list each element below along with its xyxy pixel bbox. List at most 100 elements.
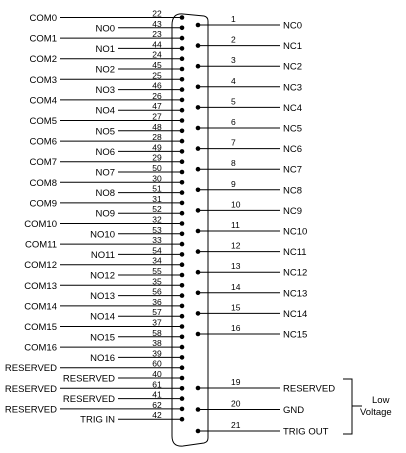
pin-54-no11-label: NO11 [91, 250, 115, 261]
pin-51-no8-label: NO8 [95, 188, 115, 199]
pin-27-com5-label: COM5 [30, 116, 57, 127]
pin-13-nc12-number: 13 [231, 261, 241, 271]
pin-42-trig-in-label: TRIG IN [80, 415, 115, 426]
pin-15-nc14-label: NC14 [283, 309, 307, 320]
pin-4-nc3-label: NC3 [283, 82, 302, 93]
pin-28-com6-contact [179, 138, 185, 144]
pin-22-com0-label: COM0 [30, 13, 57, 24]
pin-6-nc5-number: 6 [231, 117, 236, 127]
pin-8-nc7-number: 8 [231, 158, 236, 168]
pin-27-com5-contact [179, 118, 185, 123]
pin-15-nc14-contact [195, 311, 201, 316]
pin-47-no4-number: 47 [152, 101, 162, 111]
pin-16-nc15-label: NC15 [283, 330, 307, 341]
pin-2-nc1-label: NC1 [283, 41, 302, 52]
pin-7-nc6-number: 7 [231, 138, 236, 148]
pin-40-reserved-label: RESERVED [63, 374, 115, 385]
pin-37-com15-label: COM15 [24, 322, 57, 333]
pin-49-no6-number: 49 [152, 142, 162, 152]
pin-62-reserved-label: RESERVED [5, 404, 57, 415]
pin-56-no13-label: NO13 [90, 291, 115, 302]
pin-1-nc0-contact [195, 22, 201, 28]
low-voltage-line1: Low [372, 395, 390, 406]
pin-4-nc3-number: 4 [231, 76, 236, 86]
pin-60-reserved-label: RESERVED [5, 363, 57, 374]
pin-46-no3-label: NO3 [95, 85, 115, 96]
pin-45-no2-number: 45 [152, 60, 162, 70]
pin-39-no16-contact [179, 355, 185, 360]
pin-15-nc14-number: 15 [231, 302, 241, 312]
pin-43-no0-contact [179, 25, 185, 31]
pin-47-no4-contact [179, 107, 185, 113]
pin-36-com14-number: 36 [152, 297, 162, 307]
pin-2-nc1-contact [195, 43, 201, 48]
pin-28-com6-number: 28 [152, 132, 162, 142]
pin-61-reserved-label: RESERVED [5, 384, 57, 395]
pin-42-trig-in-contact [179, 416, 185, 422]
pin-55-no12-contact [179, 272, 185, 278]
pin-50-no7-label: NO7 [95, 168, 115, 179]
pin-12-nc11-contact [195, 249, 201, 254]
pin-48-no5-label: NO5 [95, 126, 115, 137]
pin-2-nc1-number: 2 [231, 35, 236, 45]
pin-31-com9-contact [179, 200, 185, 206]
wire-layer [60, 17, 280, 432]
low-voltage-bracket: Low Voltage [343, 378, 392, 435]
pin-5-nc4-number: 5 [231, 96, 236, 106]
pin-49-no6-label: NO6 [95, 147, 115, 158]
pin-55-no12-label: NO12 [90, 271, 115, 282]
pin-37-com15-contact [179, 324, 185, 329]
pin-50-no7-number: 50 [152, 163, 162, 173]
pin-30-com8-contact [179, 180, 185, 185]
pin-52-no9-number: 52 [152, 204, 162, 214]
pin-32-com10-number: 32 [152, 215, 162, 225]
pin-29-com7-label: COM7 [30, 157, 57, 168]
pin-1-nc0-number: 1 [231, 14, 236, 24]
pin-40-reserved-contact [179, 375, 185, 381]
pin-3-nc2-contact [195, 63, 201, 69]
pin-33-com11-label: COM11 [25, 240, 57, 251]
pin-12-nc11-number: 12 [231, 241, 241, 251]
pin-53-no10-number: 53 [152, 225, 162, 235]
pin-4-nc3-contact [195, 84, 201, 90]
pin-9-nc8-label: NC8 [283, 185, 302, 196]
pin-48-no5-number: 48 [152, 122, 162, 132]
pin-47-no4-label: NO4 [95, 106, 115, 117]
pin-49-no6-contact [179, 149, 185, 154]
pin-35-com13-number: 35 [152, 276, 162, 286]
pin-23-com1-label: COM1 [30, 34, 57, 45]
pin-32-com10-label: COM10 [24, 219, 57, 230]
pin-58-no15-number: 58 [152, 328, 162, 338]
pin-19-reserved-number: 19 [231, 377, 241, 387]
pin-3-nc2-number: 3 [231, 55, 236, 65]
pin-8-nc7-contact [195, 166, 201, 172]
pin-34-com12-label: COM12 [24, 260, 57, 271]
pin-52-no9-label: NO9 [95, 209, 115, 220]
pin-36-com14-label: COM14 [24, 301, 57, 312]
pin-16-nc15-contact [195, 331, 201, 337]
pin-61-reserved-contact [179, 386, 185, 391]
pin-43-no0-number: 43 [152, 19, 162, 29]
pin-27-com5-number: 27 [152, 112, 162, 122]
pin-12-nc11-label: NC11 [283, 247, 307, 258]
pin-54-no11-contact [179, 252, 185, 257]
pin-28-com6-label: COM6 [30, 137, 57, 148]
pin-1-nc0-label: NC0 [283, 21, 302, 32]
pin-56-no13-number: 56 [152, 287, 162, 297]
pin-56-no13-contact [179, 293, 185, 298]
pin-24-com2-number: 24 [152, 50, 162, 60]
pin-62-reserved-number: 62 [152, 400, 162, 410]
pin-38-com16-label: COM16 [24, 343, 57, 354]
pin-10-nc9-number: 10 [231, 199, 241, 209]
pin-layer [179, 15, 201, 434]
pin-9-nc8-contact [195, 187, 201, 193]
pin-33-com11-number: 33 [152, 235, 162, 245]
pin-31-com9-number: 31 [152, 194, 162, 204]
pin-37-com15-number: 37 [152, 318, 162, 328]
pin-19-reserved-label: RESERVED [283, 384, 335, 395]
pin-11-nc10-label: NC10 [283, 227, 307, 238]
pin-26-com4-contact [179, 97, 185, 103]
pin-19-reserved-contact [195, 385, 201, 391]
